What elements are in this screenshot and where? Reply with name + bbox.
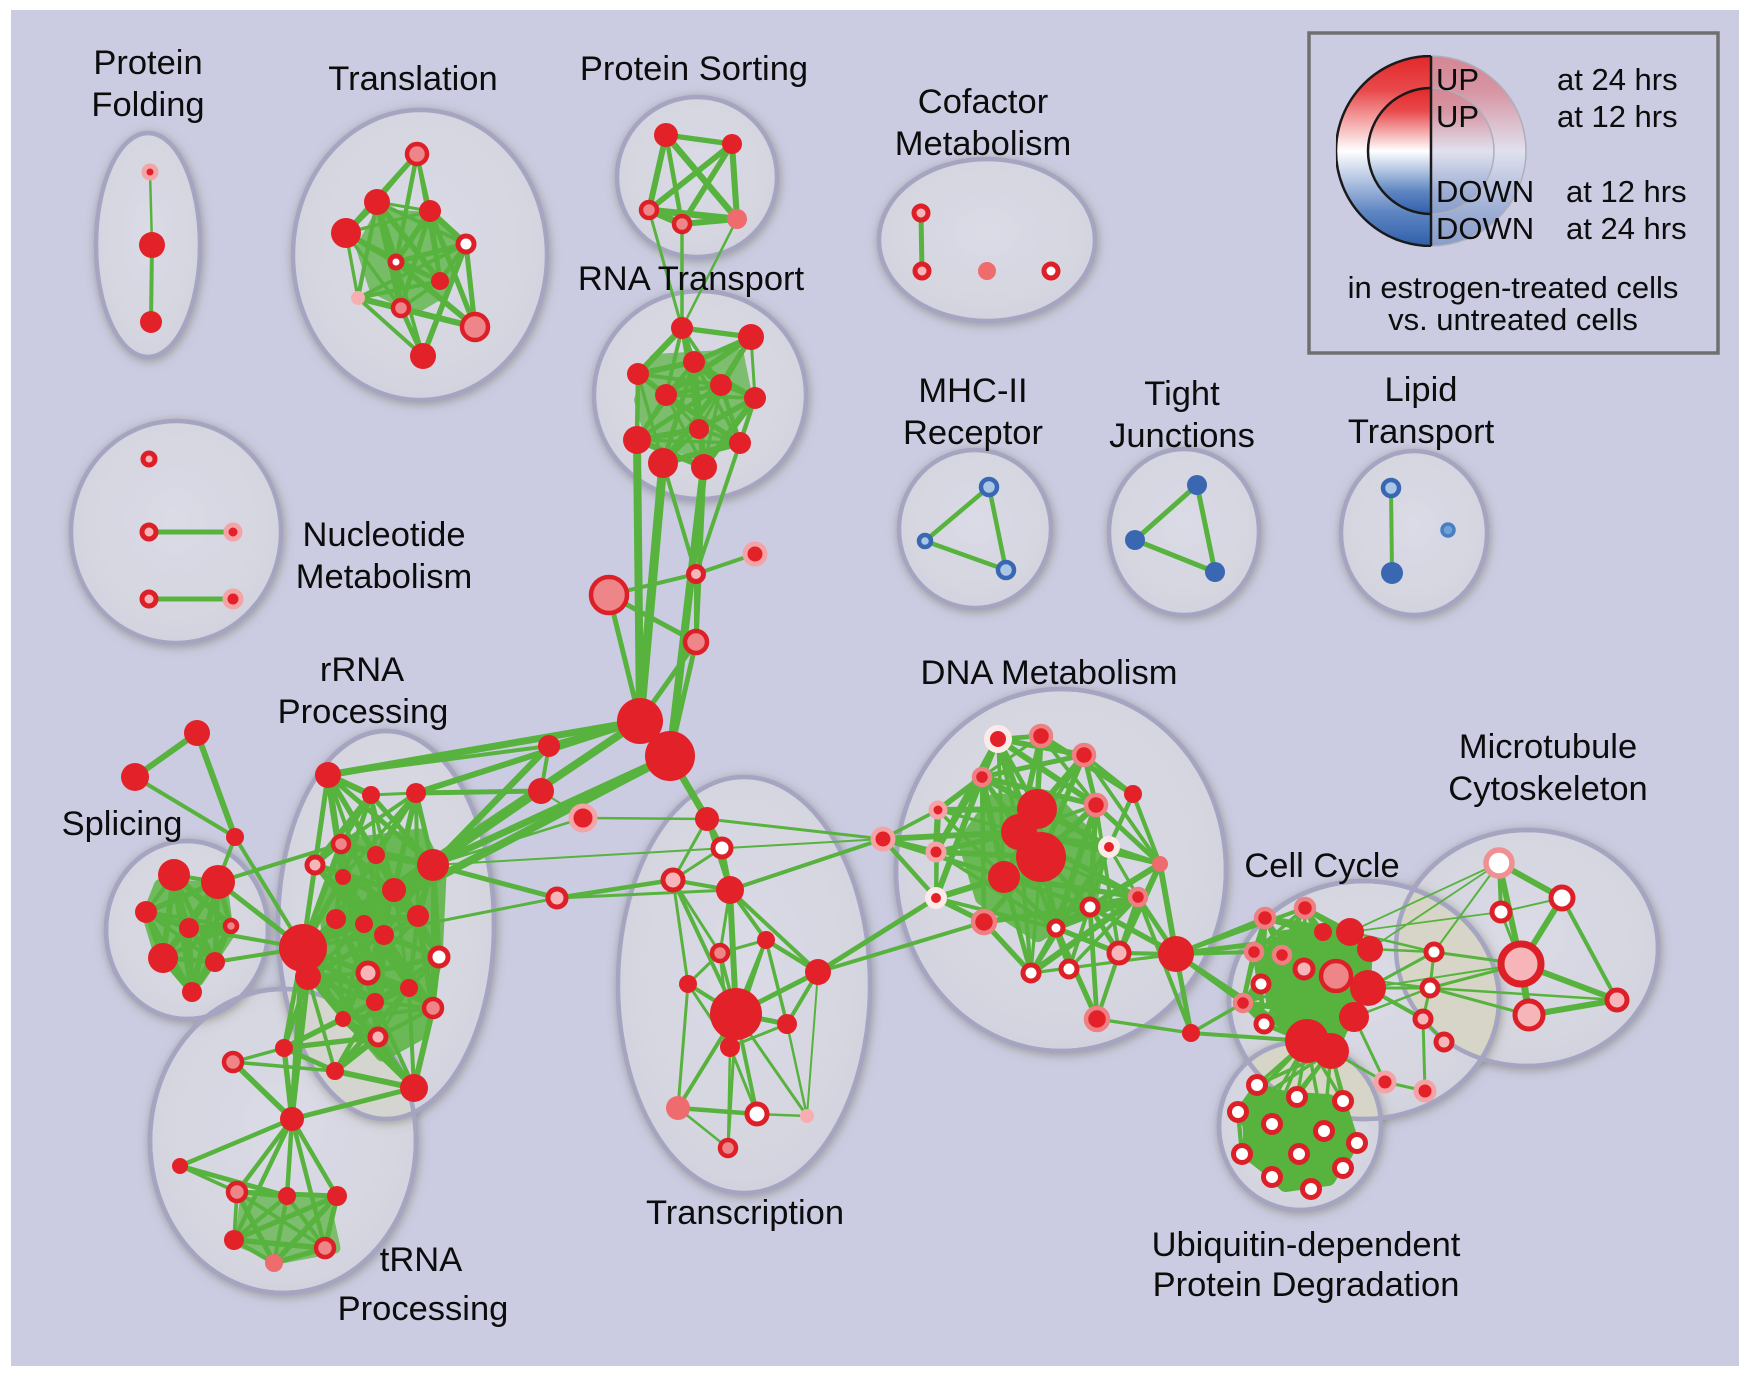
svg-text:Microtubule: Microtubule — [1459, 728, 1637, 766]
svg-text:Cell Cycle: Cell Cycle — [1244, 847, 1399, 885]
svg-text:at 24 hrs: at 24 hrs — [1557, 62, 1678, 97]
svg-text:DNA Metabolism: DNA Metabolism — [921, 654, 1178, 692]
svg-text:UP: UP — [1436, 99, 1479, 134]
svg-text:at 12 hrs: at 12 hrs — [1566, 174, 1687, 209]
svg-text:Cofactor: Cofactor — [918, 83, 1048, 121]
svg-text:Transcription: Transcription — [646, 1194, 844, 1232]
svg-text:vs. untreated cells: vs. untreated cells — [1388, 302, 1638, 337]
svg-text:Processing: Processing — [338, 1290, 509, 1328]
svg-text:at 12 hrs: at 12 hrs — [1557, 99, 1678, 134]
svg-text:in estrogen-treated cells: in estrogen-treated cells — [1348, 270, 1679, 305]
svg-text:Lipid: Lipid — [1385, 371, 1458, 409]
svg-text:Receptor: Receptor — [903, 414, 1043, 452]
svg-text:DOWN: DOWN — [1436, 211, 1534, 246]
svg-text:Folding: Folding — [91, 86, 204, 124]
svg-text:Processing: Processing — [278, 693, 449, 731]
svg-text:Protein: Protein — [93, 44, 202, 82]
svg-text:Transport: Transport — [1348, 413, 1495, 451]
svg-text:RNA Transport: RNA Transport — [578, 260, 805, 298]
svg-text:Junctions: Junctions — [1109, 417, 1255, 455]
svg-text:Nucleotide: Nucleotide — [302, 516, 465, 554]
svg-text:Splicing: Splicing — [62, 805, 183, 843]
svg-text:Metabolism: Metabolism — [895, 125, 1071, 163]
svg-text:rRNA: rRNA — [320, 651, 404, 689]
svg-text:Translation: Translation — [328, 60, 497, 98]
svg-text:tRNA: tRNA — [380, 1241, 462, 1279]
svg-text:Protein Sorting: Protein Sorting — [580, 50, 808, 88]
svg-text:Metabolism: Metabolism — [296, 558, 472, 596]
svg-text:at 24 hrs: at 24 hrs — [1566, 211, 1687, 246]
svg-text:Tight: Tight — [1144, 375, 1220, 413]
svg-text:Cytoskeleton: Cytoskeleton — [1448, 770, 1647, 808]
svg-text:Protein Degradation: Protein Degradation — [1153, 1266, 1460, 1304]
svg-text:UP: UP — [1436, 62, 1479, 97]
svg-text:MHC-II: MHC-II — [918, 372, 1027, 410]
svg-text:Ubiquitin-dependent: Ubiquitin-dependent — [1152, 1226, 1461, 1264]
svg-text:DOWN: DOWN — [1436, 174, 1534, 209]
